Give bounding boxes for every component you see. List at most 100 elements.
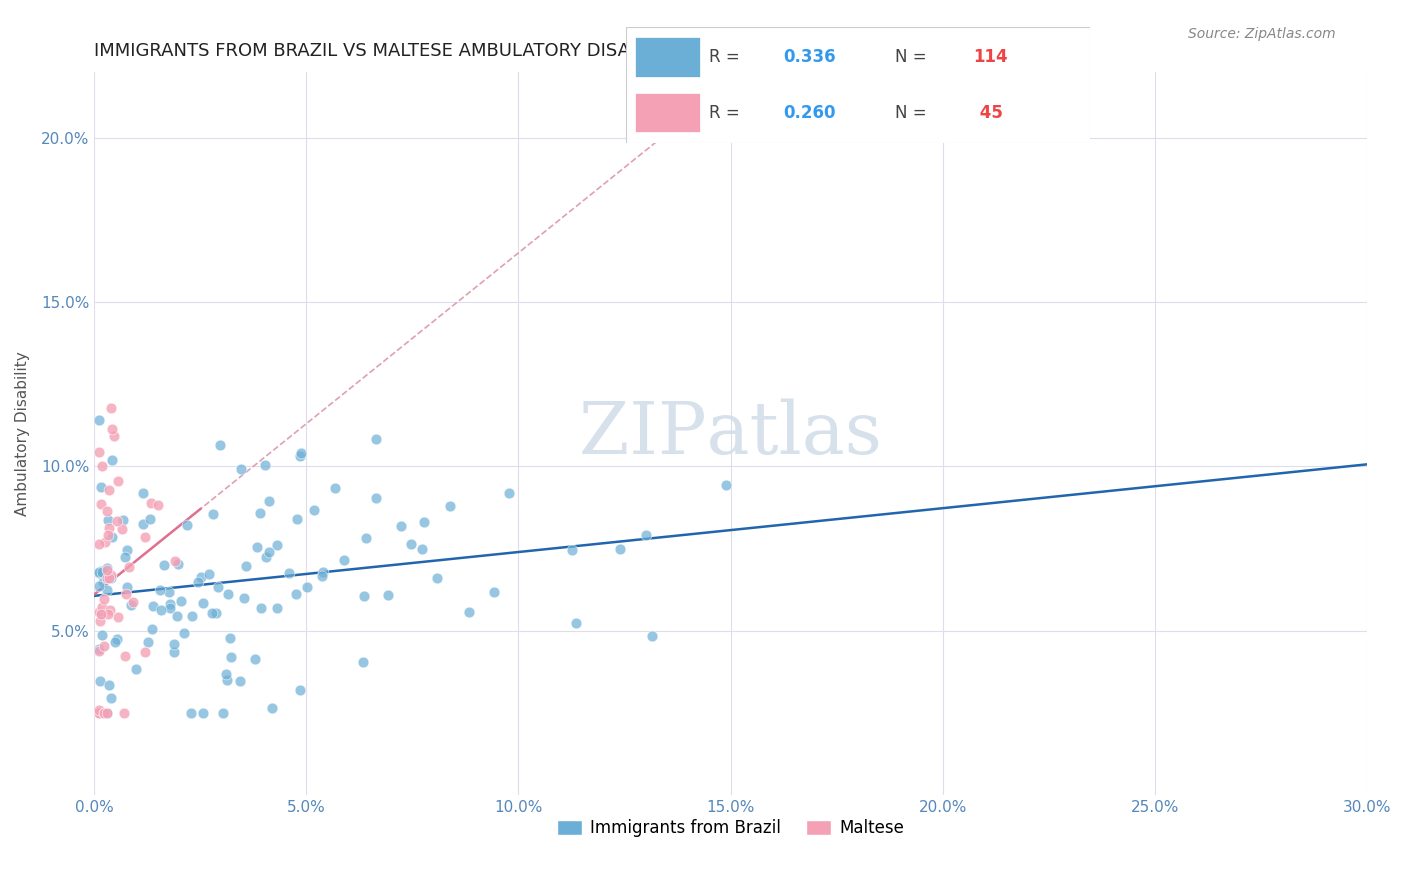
Immigrants from Brazil	[100, 691, 122, 706]
Text: R =: R =	[709, 48, 745, 66]
Immigrants from Brazil	[166, 557, 188, 571]
Immigrants from Brazil	[295, 580, 318, 594]
Immigrants from Brazil	[112, 513, 135, 527]
Immigrants from Brazil	[90, 564, 112, 578]
Immigrants from Brazil	[353, 589, 375, 603]
Maltese	[122, 595, 145, 609]
Immigrants from Brazil	[399, 536, 422, 550]
Immigrants from Brazil	[249, 506, 271, 520]
Immigrants from Brazil	[159, 597, 181, 611]
Immigrants from Brazil	[93, 575, 115, 590]
Immigrants from Brazil	[498, 485, 520, 500]
Text: ZIP​atlas: ZIP​atlas	[579, 399, 882, 469]
Immigrants from Brazil	[208, 438, 231, 452]
Immigrants from Brazil	[288, 449, 311, 463]
Immigrants from Brazil	[136, 635, 159, 649]
Maltese	[100, 401, 122, 416]
Maltese	[87, 445, 110, 459]
Immigrants from Brazil	[190, 570, 212, 584]
Immigrants from Brazil	[87, 641, 110, 656]
Maltese	[93, 706, 115, 720]
Immigrants from Brazil	[180, 706, 202, 720]
Immigrants from Brazil	[163, 645, 186, 659]
Immigrants from Brazil	[332, 552, 354, 566]
Maltese	[101, 422, 124, 436]
Immigrants from Brazil	[90, 480, 112, 494]
Immigrants from Brazil	[411, 541, 433, 556]
Immigrants from Brazil	[412, 515, 434, 529]
Immigrants from Brazil	[354, 531, 377, 545]
Immigrants from Brazil	[457, 605, 479, 619]
Immigrants from Brazil	[87, 413, 110, 427]
Immigrants from Brazil	[256, 549, 278, 564]
Text: Source: ZipAtlas.com: Source: ZipAtlas.com	[1188, 27, 1336, 41]
Maltese	[90, 607, 112, 622]
Maltese	[165, 553, 187, 567]
Text: IMMIGRANTS FROM BRAZIL VS MALTESE AMBULATORY DISABILITY CORRELATION CHART: IMMIGRANTS FROM BRAZIL VS MALTESE AMBULA…	[94, 42, 886, 60]
Maltese	[107, 610, 129, 624]
Immigrants from Brazil	[257, 493, 280, 508]
Immigrants from Brazil	[101, 452, 124, 467]
Maltese	[115, 587, 138, 601]
Immigrants from Brazil	[215, 673, 238, 688]
Maltese	[100, 568, 122, 582]
Maltese	[146, 498, 169, 512]
Immigrants from Brazil	[426, 570, 449, 584]
Maltese	[112, 706, 135, 720]
Immigrants from Brazil	[201, 607, 224, 621]
Immigrants from Brazil	[104, 635, 127, 649]
Maltese	[98, 603, 121, 617]
Immigrants from Brazil	[212, 706, 235, 720]
Immigrants from Brazil	[207, 581, 229, 595]
Text: N =: N =	[894, 48, 932, 66]
Maltese	[139, 496, 162, 510]
Immigrants from Brazil	[312, 565, 335, 579]
Immigrants from Brazil	[115, 580, 138, 594]
Immigrants from Brazil	[193, 706, 215, 720]
Immigrants from Brazil	[352, 655, 374, 669]
Immigrants from Brazil	[87, 579, 110, 593]
Maltese	[98, 571, 121, 585]
Immigrants from Brazil	[89, 674, 111, 689]
Immigrants from Brazil	[221, 649, 243, 664]
Immigrants from Brazil	[115, 542, 138, 557]
Maltese	[96, 504, 118, 518]
Maltese	[118, 560, 141, 574]
Immigrants from Brazil	[159, 600, 181, 615]
Immigrants from Brazil	[262, 701, 284, 715]
Maltese	[105, 514, 128, 528]
Immigrants from Brazil	[302, 503, 325, 517]
Immigrants from Brazil	[609, 541, 631, 556]
Immigrants from Brazil	[87, 565, 110, 579]
Immigrants from Brazil	[232, 591, 254, 606]
Immigrants from Brazil	[290, 445, 312, 459]
Immigrants from Brazil	[366, 491, 388, 505]
Immigrants from Brazil	[266, 600, 288, 615]
Maltese	[87, 706, 110, 720]
Immigrants from Brazil	[91, 565, 114, 579]
Immigrants from Brazil	[193, 596, 215, 610]
Immigrants from Brazil	[246, 540, 269, 554]
Maltese	[89, 644, 111, 658]
Immigrants from Brazil	[714, 477, 737, 491]
Immigrants from Brazil	[149, 603, 172, 617]
Immigrants from Brazil	[124, 662, 146, 676]
Immigrants from Brazil	[114, 549, 136, 564]
Maltese	[91, 458, 114, 473]
Text: 0.336: 0.336	[783, 48, 837, 66]
Immigrants from Brazil	[141, 622, 163, 636]
Immigrants from Brazil	[254, 458, 277, 472]
Immigrants from Brazil	[311, 568, 333, 582]
Immigrants from Brazil	[148, 583, 170, 598]
Immigrants from Brazil	[217, 587, 239, 601]
FancyBboxPatch shape	[626, 27, 1090, 143]
Immigrants from Brazil	[243, 652, 266, 666]
Legend: Immigrants from Brazil, Maltese: Immigrants from Brazil, Maltese	[550, 813, 911, 844]
Immigrants from Brazil	[101, 530, 124, 544]
Immigrants from Brazil	[120, 598, 142, 612]
Maltese	[90, 497, 112, 511]
Immigrants from Brazil	[163, 638, 186, 652]
Immigrants from Brazil	[107, 632, 129, 646]
Maltese	[93, 639, 115, 653]
Immigrants from Brazil	[285, 587, 308, 601]
